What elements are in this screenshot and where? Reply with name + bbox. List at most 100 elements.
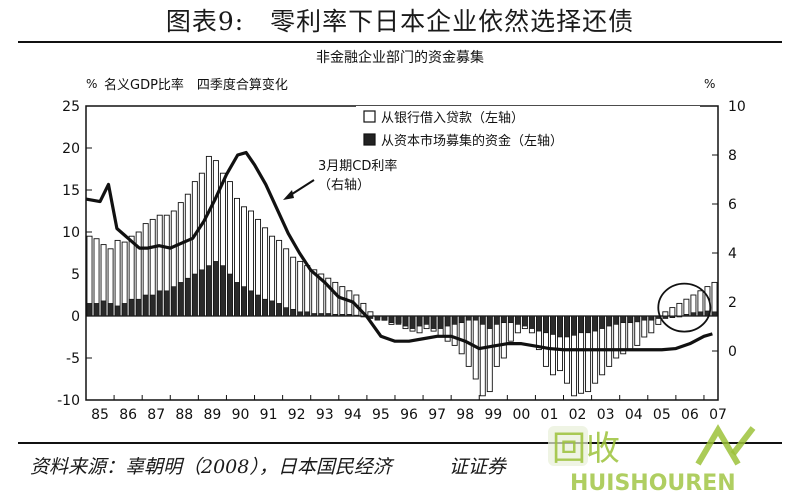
bar-market-funds-82 bbox=[662, 315, 669, 319]
right-tick-label-3: 4 bbox=[728, 246, 737, 262]
x-tick-label-10: 95 bbox=[372, 407, 390, 423]
x-tick-label-4: 89 bbox=[203, 407, 221, 423]
bar-market-funds-27 bbox=[276, 303, 282, 317]
bar-market-funds-37 bbox=[346, 314, 353, 317]
bar-bank-loans-83 bbox=[669, 307, 676, 317]
x-tick-label-8: 93 bbox=[316, 407, 334, 423]
bar-market-funds-42 bbox=[381, 315, 388, 321]
bar-bank-loans-29 bbox=[290, 256, 297, 317]
bar-bank-loans-37 bbox=[346, 290, 353, 317]
bar-market-funds-55 bbox=[472, 315, 479, 321]
bar-market-funds-64 bbox=[536, 315, 542, 332]
right-tick-label-1: 8 bbox=[728, 148, 737, 164]
bar-market-funds-21 bbox=[234, 282, 240, 317]
bar-market-funds-45 bbox=[402, 315, 409, 327]
bar-market-funds-25 bbox=[262, 298, 268, 317]
bar-market-funds-52 bbox=[451, 315, 458, 325]
bar-market-funds-78 bbox=[634, 315, 641, 323]
left-axis-label: 名义GDP比率 四季度合算变化 bbox=[104, 77, 288, 93]
bar-market-funds-76 bbox=[620, 315, 627, 324]
bar-market-funds-22 bbox=[241, 286, 247, 317]
left-tick-label-2: 15 bbox=[62, 183, 80, 199]
right-unit: % bbox=[704, 77, 715, 91]
bar-market-funds-41 bbox=[374, 315, 381, 321]
bar-market-funds-31 bbox=[304, 311, 311, 317]
bar-market-funds-83 bbox=[669, 315, 676, 318]
bar-market-funds-19 bbox=[220, 265, 226, 317]
bar-market-funds-87 bbox=[697, 311, 704, 317]
bar-market-funds-75 bbox=[613, 315, 620, 325]
bar-market-funds-13 bbox=[177, 282, 184, 317]
legend-label-bank-loans: 从银行借入贷款（左轴） bbox=[381, 111, 524, 126]
bar-market-funds-20 bbox=[227, 273, 233, 317]
bar-market-funds-89 bbox=[711, 311, 718, 317]
bar-bank-loans-36 bbox=[339, 286, 346, 317]
bar-market-funds-48 bbox=[423, 315, 430, 325]
legend-box bbox=[356, 106, 700, 158]
bar-bank-loans-82 bbox=[662, 311, 669, 317]
bar-market-funds-84 bbox=[676, 315, 683, 318]
right-tick-label-2: 6 bbox=[728, 197, 737, 213]
left-unit: % bbox=[86, 77, 97, 91]
x-tick-label-21: 06 bbox=[681, 407, 699, 423]
x-tick-label-1: 86 bbox=[119, 407, 137, 423]
right-tick-label-5: 0 bbox=[728, 344, 737, 360]
bar-market-funds-47 bbox=[416, 315, 423, 327]
bar-market-funds-46 bbox=[409, 315, 416, 329]
bar-market-funds-14 bbox=[184, 277, 191, 317]
bar-market-funds-80 bbox=[648, 315, 655, 321]
bar-market-funds-44 bbox=[395, 315, 402, 325]
svg-text:回收: 回收 bbox=[552, 429, 620, 469]
legend-swatch-bank-loans bbox=[363, 110, 376, 123]
x-tick-label-9: 94 bbox=[344, 407, 362, 423]
bar-market-funds-24 bbox=[255, 294, 261, 317]
figure-title: 图表9: 零利率下日本企业依然选择还债 bbox=[165, 7, 635, 36]
chart-title: 非金融企业部门的资金募集 bbox=[316, 49, 484, 66]
line-annotation-1: 3月期CD利率 bbox=[318, 158, 397, 174]
x-tick-label-18: 03 bbox=[597, 407, 615, 423]
bar-market-funds-1 bbox=[93, 303, 100, 317]
bar-market-funds-26 bbox=[269, 300, 275, 317]
x-tick-label-17: 02 bbox=[569, 407, 587, 423]
bar-bank-loans-35 bbox=[332, 281, 339, 317]
right-tick-label-4: 2 bbox=[728, 295, 737, 311]
bar-bank-loans-85 bbox=[683, 298, 690, 317]
bar-market-funds-23 bbox=[248, 290, 254, 317]
bar-market-funds-69 bbox=[571, 315, 577, 336]
bar-market-funds-56 bbox=[479, 315, 486, 325]
bar-market-funds-86 bbox=[690, 312, 697, 317]
bar-market-funds-10 bbox=[156, 290, 163, 317]
left-tick-label-5: 0 bbox=[71, 309, 80, 325]
bar-market-funds-71 bbox=[585, 315, 591, 334]
bar-market-funds-53 bbox=[458, 315, 465, 324]
x-tick-label-5: 90 bbox=[232, 407, 250, 423]
watermark-logo: 回收 HUISHOUREN bbox=[548, 424, 756, 494]
bar-market-funds-33 bbox=[318, 313, 325, 317]
bar-market-funds-68 bbox=[564, 315, 570, 338]
x-tick-label-13: 98 bbox=[456, 407, 474, 423]
bar-bank-loans-30 bbox=[297, 260, 304, 317]
bar-market-funds-59 bbox=[500, 315, 507, 324]
bar-market-funds-67 bbox=[557, 315, 563, 338]
bar-market-funds-60 bbox=[508, 315, 514, 324]
bar-market-funds-28 bbox=[283, 307, 289, 317]
bar-market-funds-73 bbox=[599, 315, 605, 329]
line-annotation-2: （右轴） bbox=[318, 178, 370, 193]
bar-market-funds-63 bbox=[529, 315, 535, 329]
x-tick-label-19: 04 bbox=[625, 407, 643, 423]
bar-market-funds-57 bbox=[486, 315, 493, 329]
bar-market-funds-61 bbox=[515, 315, 521, 325]
left-tick-label-6: -5 bbox=[66, 351, 80, 367]
bar-market-funds-3 bbox=[107, 303, 114, 317]
bar-market-funds-18 bbox=[213, 261, 219, 317]
bar-market-funds-51 bbox=[444, 315, 451, 327]
bar-market-funds-79 bbox=[641, 315, 648, 321]
bar-market-funds-12 bbox=[170, 286, 177, 317]
bar-bank-loans-31 bbox=[304, 265, 311, 317]
right-tick-label-0: 10 bbox=[728, 99, 746, 115]
left-tick-label-0: 25 bbox=[62, 99, 80, 115]
x-tick-label-0: 85 bbox=[91, 407, 109, 423]
bottom-rule bbox=[18, 442, 782, 444]
bar-market-funds-43 bbox=[388, 315, 395, 324]
